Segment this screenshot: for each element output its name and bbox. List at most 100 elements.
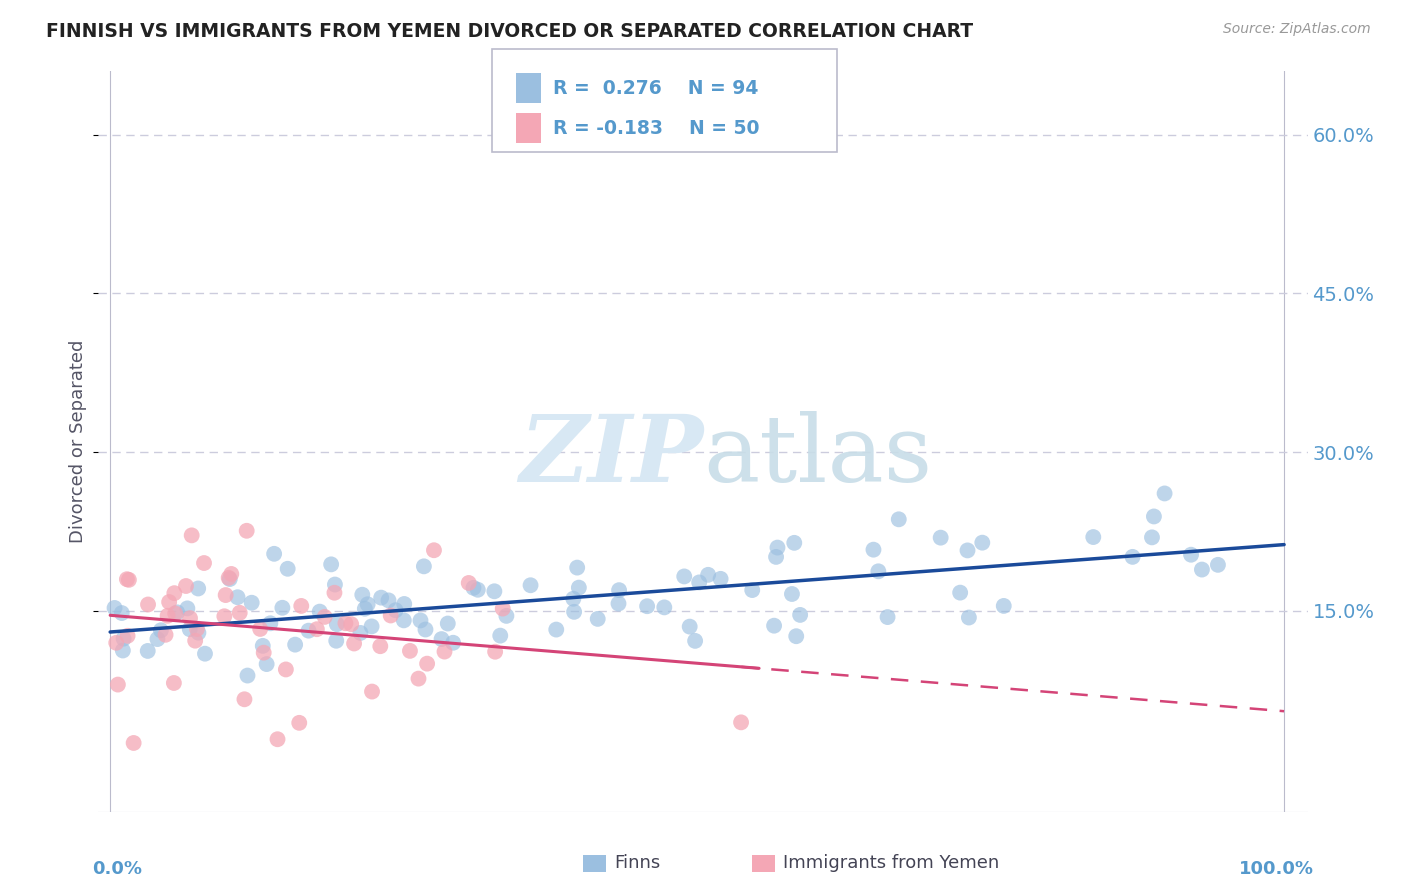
Point [174,579,197,593]
Point [457,576,479,591]
Point [441,636,464,650]
Point [1122,549,1144,564]
Text: 100.0%: 100.0% [1239,860,1313,878]
Point [433,644,456,658]
Point [297,624,319,638]
Point [377,593,399,607]
Point [252,639,274,653]
Point [673,569,696,583]
Point [949,585,972,599]
Point [103,601,125,615]
Point [380,608,402,623]
Point [586,612,609,626]
Y-axis label: Divorced or Separated: Divorced or Separated [69,340,87,543]
Point [163,676,186,690]
Point [277,562,299,576]
Point [394,597,416,611]
Text: atlas: atlas [703,411,932,501]
Text: Immigrants from Yemen: Immigrants from Yemen [783,855,1000,872]
Text: Finns: Finns [614,855,661,872]
Point [876,610,898,624]
Point [993,599,1015,613]
Point [766,541,789,555]
Point [484,584,506,599]
Point [352,588,374,602]
Point [862,542,884,557]
Point [235,524,257,538]
Point [412,559,434,574]
Point [785,629,807,643]
Point [887,512,910,526]
Point [266,732,288,747]
Point [335,616,357,631]
Point [567,560,589,574]
Point [1143,509,1166,524]
Point [392,613,415,627]
Text: R =  0.276    N = 94: R = 0.276 N = 94 [553,78,758,98]
Point [290,599,312,613]
Point [117,629,139,643]
Point [165,607,187,621]
Point [221,566,243,581]
Point [105,636,128,650]
Point [361,684,384,698]
Point [683,633,706,648]
Point [156,608,179,623]
Point [730,715,752,730]
Point [218,572,240,586]
Point [356,597,378,611]
Point [214,609,236,624]
Point [1180,548,1202,562]
Point [562,591,585,606]
Point [353,601,375,615]
Point [1153,486,1175,500]
Point [187,625,209,640]
Point [305,622,328,636]
Point [546,623,568,637]
Point [340,617,363,632]
Point [249,622,271,636]
Point [179,622,201,636]
Point [111,606,134,620]
Point [107,677,129,691]
Point [763,618,786,632]
Point [562,605,585,619]
Point [308,605,330,619]
Point [176,601,198,615]
Point [430,632,453,646]
Point [1140,530,1163,544]
Point [115,572,138,586]
Point [929,531,952,545]
Point [436,616,458,631]
Point [697,567,720,582]
Point [360,619,382,633]
Point [288,715,311,730]
Point [314,610,336,624]
Text: R = -0.183    N = 50: R = -0.183 N = 50 [553,119,759,137]
Point [384,603,406,617]
Point [370,591,392,605]
Point [236,668,259,682]
Point [741,583,763,598]
Point [146,632,169,646]
Point [194,647,217,661]
Point [368,639,391,653]
Point [179,611,201,625]
Point [636,599,658,614]
Point [492,601,515,615]
Point [688,575,710,590]
Point [780,587,803,601]
Point [271,600,294,615]
Point [321,558,343,572]
Text: ZIP: ZIP [519,411,703,501]
Point [274,663,297,677]
Point [783,536,806,550]
Point [765,549,787,564]
Point [415,623,437,637]
Point [284,638,307,652]
Point [679,619,702,633]
Point [136,598,159,612]
Point [228,606,250,620]
Point [256,657,278,671]
Point [972,535,994,549]
